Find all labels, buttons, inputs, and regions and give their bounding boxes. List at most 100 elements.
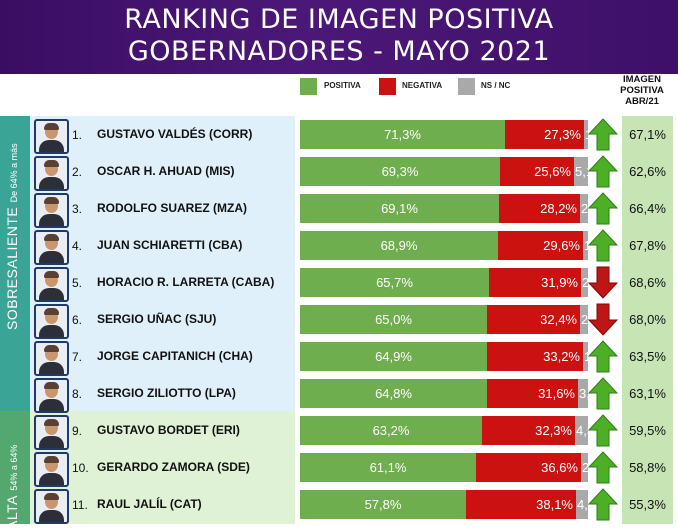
governor-name: RAUL JALÍL (CAT) xyxy=(97,497,202,511)
trend-up-arrow-shape xyxy=(588,340,618,373)
bar-label-positiva: 71,3% xyxy=(384,127,421,142)
trend-up-arrow-icon xyxy=(588,488,618,521)
avatar-hair xyxy=(44,160,59,167)
trend-up-arrow-shape xyxy=(588,192,618,225)
bar-label-negativa: 31,9% xyxy=(541,275,578,290)
governor-name: OSCAR H. AHUAD (MIS) xyxy=(97,164,235,178)
bar-negativa xyxy=(489,268,581,297)
previous-value: 66,4% xyxy=(629,201,666,216)
bar-label-negativa: 33,2% xyxy=(543,349,580,364)
bar-label-positiva: 64,9% xyxy=(375,349,412,364)
page-header: RANKING DE IMAGEN POSITIVA GOBERNADORES … xyxy=(0,0,678,74)
bar-label-positiva: 65,7% xyxy=(376,275,413,290)
bar-label-nsnc: 5,1 xyxy=(575,164,593,179)
table-row: 8.SERGIO ZILIOTTO (LPA)64,8%31,6%3,663,1… xyxy=(0,375,678,413)
bar-label-positiva: 69,3% xyxy=(381,164,419,179)
legend-swatch-positiva xyxy=(300,78,317,95)
governor-avatar xyxy=(34,415,69,450)
bar-label-nsnc: 4,1 xyxy=(577,497,595,512)
bar-positiva xyxy=(300,268,489,297)
governor-avatar xyxy=(34,452,69,487)
bar-label-negativa: 38,1% xyxy=(536,497,573,512)
rank-number: 1. xyxy=(72,128,83,142)
bar-nsnc xyxy=(580,194,588,223)
bar-label-negativa: 29,6% xyxy=(543,238,580,253)
trend-up-arrow-shape xyxy=(588,155,618,188)
trend-up-arrow-icon xyxy=(588,118,618,151)
rank-number: 3. xyxy=(72,202,83,216)
avatar-body xyxy=(39,473,64,485)
bar-nsnc xyxy=(581,268,588,297)
table-row: 4.JUAN SCHIARETTI (CBA)68,9%29,6%1,567,8… xyxy=(0,227,678,265)
avatar-hair xyxy=(44,271,59,278)
bar-label-positiva: 63,2% xyxy=(372,423,410,438)
governor-name: RODOLFO SUAREZ (MZA) xyxy=(97,201,247,215)
page-title: RANKING DE IMAGEN POSITIVA xyxy=(124,4,554,35)
bar-negativa xyxy=(505,120,584,149)
previous-value: 58,8% xyxy=(629,460,666,475)
bar-positiva xyxy=(300,490,466,519)
bar-negativa xyxy=(487,342,583,371)
governor-avatar xyxy=(34,304,69,339)
previous-value: 63,1% xyxy=(629,386,666,401)
bar-positiva xyxy=(300,120,505,149)
avatar-hair xyxy=(44,197,59,204)
trend-up-arrow-shape xyxy=(588,488,618,521)
legend-swatch-negativa xyxy=(379,78,396,95)
bar-nsnc xyxy=(576,490,588,519)
previous-value: 67,1% xyxy=(629,127,666,142)
bar-label-negativa: 27,3% xyxy=(544,127,581,142)
avatar-hair xyxy=(44,234,59,241)
trend-up-arrow-icon xyxy=(588,451,618,484)
bar-label-negativa: 25,6% xyxy=(534,164,571,179)
bar-positiva xyxy=(300,157,500,186)
rank-number: 2. xyxy=(72,165,83,179)
previous-header-line2: POSITIVA xyxy=(620,85,664,96)
avatar-hair xyxy=(44,456,59,463)
bar-negativa xyxy=(466,490,576,519)
avatar-hair xyxy=(44,345,59,352)
group-strip-sobresaliente xyxy=(0,116,30,411)
bar-negativa xyxy=(487,379,578,408)
trend-up-arrow-icon xyxy=(588,155,618,188)
bar-nsnc xyxy=(578,379,588,408)
bar-positiva xyxy=(300,379,487,408)
bar-nsnc xyxy=(574,157,588,186)
table-row: 2. OSCAR H. AHUAD (MIS) 69,3% 25,6% 5,1 62,6% xyxy=(0,153,678,191)
avatar-body xyxy=(39,177,64,189)
trend-down-arrow-icon xyxy=(588,303,618,336)
avatar-body xyxy=(39,510,64,522)
previous-value: 55,3% xyxy=(629,497,666,512)
bar-label-negativa: 28,2% xyxy=(540,201,577,216)
legend-label-negativa: NEGATIVA xyxy=(402,81,443,90)
avatar-body xyxy=(39,362,64,374)
avatar-body xyxy=(39,251,64,263)
bar-nsnc xyxy=(581,453,588,482)
bar-negativa xyxy=(500,157,574,186)
rank-number: 4. xyxy=(72,239,83,253)
rank-number: 5. xyxy=(72,276,83,290)
bar-label-positiva: 69,1% xyxy=(381,201,418,216)
bar-nsnc xyxy=(575,416,588,445)
previous-column-header: IMAGEN POSITIVA ABR/21 xyxy=(612,74,672,114)
bar-label-nsnc: 4,5 xyxy=(576,423,594,438)
table-row: 1.GUSTAVO VALDÉS (CORR)71,3%27,3%1,467,1… xyxy=(0,116,678,154)
avatar-hair xyxy=(44,308,59,315)
avatar-body xyxy=(39,288,64,300)
rank-number: 7. xyxy=(72,350,83,364)
trend-up-arrow-icon xyxy=(588,377,618,410)
governor-avatar xyxy=(34,378,69,413)
table-row: 9. GUSTAVO BORDET (ERI) 63,2% 32,3% 4,5 59,5% xyxy=(0,412,678,450)
trend-up-arrow-icon xyxy=(588,340,618,373)
rank-number: 10. xyxy=(72,461,89,475)
trend-down-arrow-shape xyxy=(588,266,618,299)
rank-number: 9. xyxy=(72,424,83,438)
legend-swatch-nsnc xyxy=(458,78,475,95)
previous-value: 59,5% xyxy=(629,423,666,438)
table-row: 3.RODOLFO SUAREZ (MZA)69,1%28,2%2,766,4% xyxy=(0,190,678,228)
bar-negativa xyxy=(498,231,583,260)
previous-value: 62,6% xyxy=(629,164,666,179)
table-row: 10.GERARDO ZAMORA (SDE)61,1%36,6%2,358,8… xyxy=(0,449,678,487)
governor-avatar xyxy=(34,193,69,228)
governor-name: GUSTAVO VALDÉS (CORR) xyxy=(97,127,253,141)
